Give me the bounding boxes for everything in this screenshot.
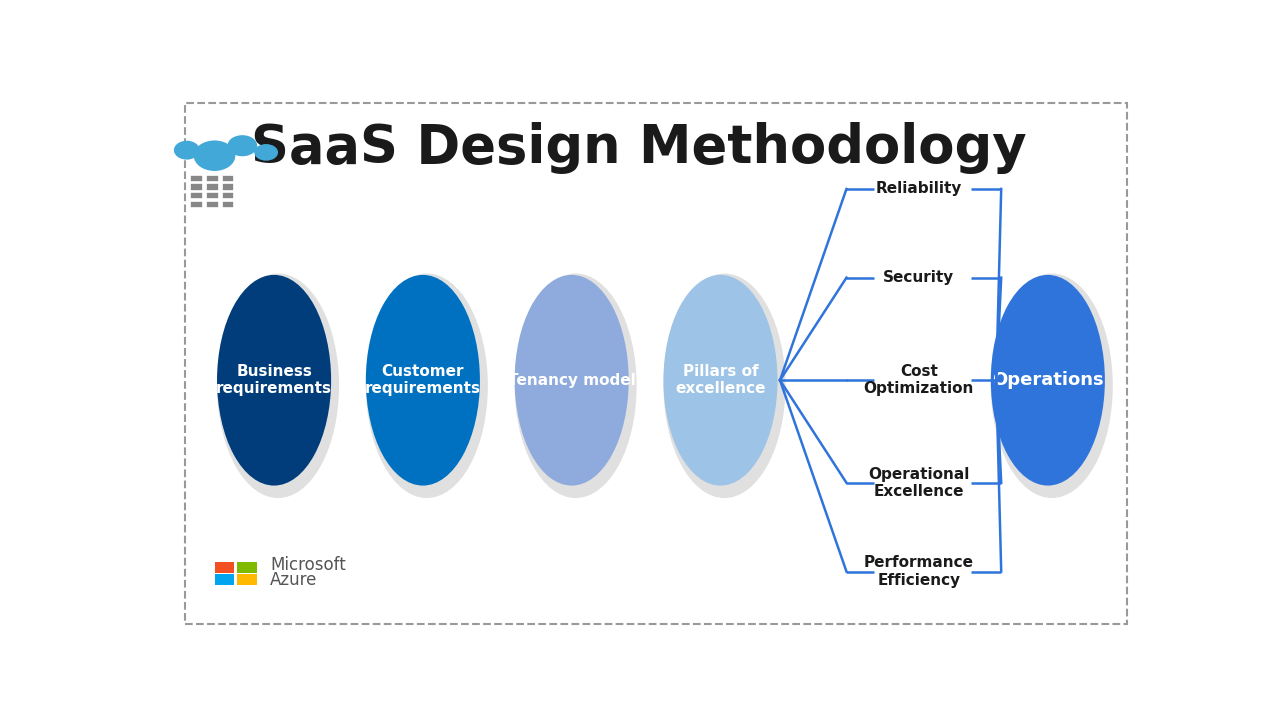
Text: Cost
Optimization: Cost Optimization bbox=[864, 364, 974, 397]
Text: Reliability: Reliability bbox=[876, 181, 963, 197]
Bar bbox=[206, 201, 219, 208]
Ellipse shape bbox=[193, 140, 236, 171]
Text: Customer
requirements: Customer requirements bbox=[365, 364, 481, 397]
Bar bbox=[221, 174, 234, 181]
Text: Operations: Operations bbox=[992, 372, 1103, 390]
Text: Pillars of
excellence: Pillars of excellence bbox=[676, 364, 765, 397]
Bar bbox=[221, 201, 234, 208]
Ellipse shape bbox=[663, 275, 777, 485]
Ellipse shape bbox=[991, 274, 1112, 498]
Ellipse shape bbox=[366, 274, 488, 498]
Bar bbox=[206, 192, 219, 199]
Bar bbox=[206, 184, 219, 191]
Text: Microsoft: Microsoft bbox=[270, 556, 346, 574]
Text: Azure: Azure bbox=[270, 570, 317, 588]
Ellipse shape bbox=[366, 275, 480, 485]
Bar bbox=[189, 192, 202, 199]
Ellipse shape bbox=[515, 275, 628, 485]
Bar bbox=[221, 184, 234, 191]
Ellipse shape bbox=[255, 144, 278, 161]
Bar bbox=[189, 174, 202, 181]
Text: Tenancy model: Tenancy model bbox=[508, 373, 636, 388]
Ellipse shape bbox=[663, 274, 786, 498]
Ellipse shape bbox=[174, 140, 200, 160]
Bar bbox=[215, 575, 234, 585]
Bar bbox=[189, 201, 202, 208]
Text: Operational
Excellence: Operational Excellence bbox=[868, 467, 969, 499]
Bar bbox=[237, 562, 257, 572]
Ellipse shape bbox=[991, 275, 1105, 485]
Ellipse shape bbox=[515, 274, 636, 498]
Bar bbox=[221, 192, 234, 199]
Ellipse shape bbox=[228, 135, 257, 156]
Bar bbox=[237, 575, 257, 585]
Text: Performance
Efficiency: Performance Efficiency bbox=[864, 555, 974, 588]
Ellipse shape bbox=[218, 275, 332, 485]
Bar bbox=[215, 562, 234, 572]
Text: Business
requirements: Business requirements bbox=[216, 364, 332, 397]
Text: Security: Security bbox=[883, 270, 955, 285]
Bar bbox=[189, 184, 202, 191]
Text: SaaS Design Methodology: SaaS Design Methodology bbox=[251, 122, 1027, 174]
Ellipse shape bbox=[218, 274, 339, 498]
Bar bbox=[206, 174, 219, 181]
